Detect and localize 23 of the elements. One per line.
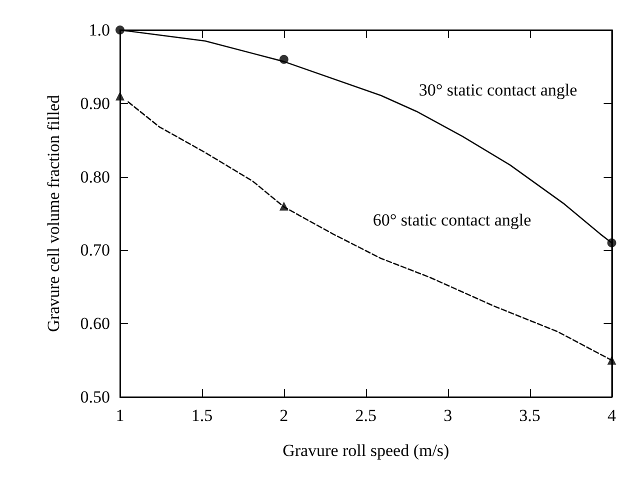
x-tick-label: 2.5: [355, 406, 376, 425]
x-tick-label: 4: [608, 406, 616, 425]
y-tick-label: 0.90: [80, 94, 110, 113]
x-tick-label: 1.5: [191, 406, 213, 425]
point: [116, 26, 124, 34]
point: [607, 356, 616, 365]
annotation: 60° static contact angle: [372, 210, 532, 230]
x-axis-title: Gravure roll speed (m/s): [282, 441, 450, 460]
x-tick-label: 2: [280, 406, 288, 425]
point: [279, 54, 288, 64]
y-axis-title: Gravure cell volume fraction filled: [44, 94, 63, 332]
x-tick-label: 1: [116, 406, 124, 425]
y-tick-label: 0.60: [80, 314, 110, 334]
x-tick-label: 3: [444, 406, 452, 425]
y-tick-label: 0.70: [80, 240, 110, 260]
y-tick-label: 0.80: [80, 167, 110, 186]
annotation: 30° static contact angle: [418, 80, 578, 100]
point: [607, 238, 616, 248]
y-tick-label: 1.0: [88, 20, 110, 40]
y-tick-label: 0.50: [80, 388, 110, 406]
x-tick-label: 3.5: [519, 406, 540, 425]
point: [279, 202, 288, 211]
point: [116, 92, 124, 101]
